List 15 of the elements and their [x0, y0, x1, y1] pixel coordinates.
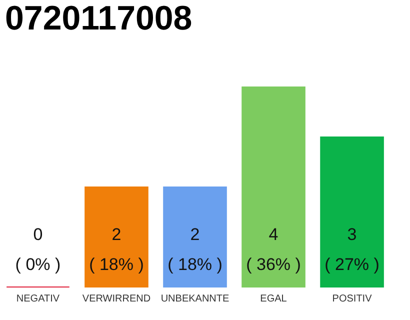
- x-tick-label: NEGATIV: [16, 294, 60, 304]
- bar: [320, 136, 384, 288]
- x-tick-label: EGAL: [260, 294, 288, 304]
- data-label: 2 ( 18% ): [168, 225, 222, 274]
- x-tick-label: VERWIRREND: [82, 294, 151, 304]
- bar: [242, 86, 306, 288]
- bar: [163, 186, 227, 288]
- data-label: 4 ( 36% ): [246, 225, 301, 274]
- chart-title: 0720117008: [5, 0, 192, 38]
- x-tick-label: UNBEKANNTE: [160, 294, 230, 304]
- data-label: 0 ( 0% ): [15, 225, 61, 274]
- data-label: 3 ( 27% ): [324, 225, 380, 274]
- bar: [84, 186, 148, 288]
- data-label: 2 ( 18% ): [89, 225, 144, 274]
- x-tick-label: POSITIV: [332, 294, 372, 304]
